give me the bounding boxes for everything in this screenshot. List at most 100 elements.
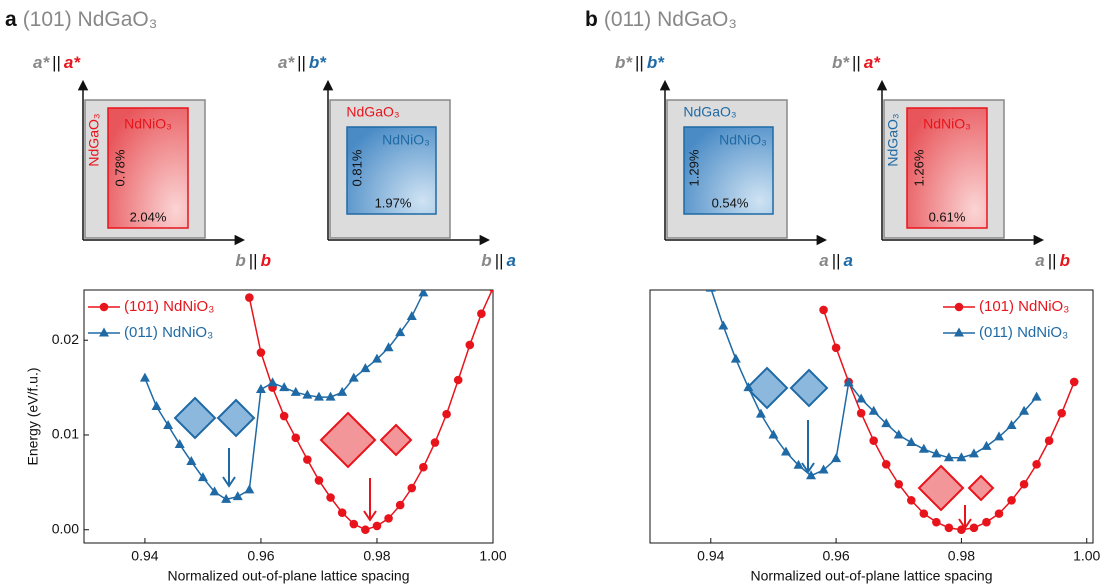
y-tick-label: 0.01 bbox=[52, 426, 79, 442]
circle-marker bbox=[906, 496, 916, 505]
axis-part: a* bbox=[64, 53, 81, 72]
triangle-marker bbox=[348, 372, 359, 382]
triangle-marker bbox=[931, 448, 942, 458]
triangle-marker bbox=[279, 382, 290, 392]
film-label: NdNiO₃ bbox=[124, 116, 172, 132]
x-tick-label: 0.96 bbox=[822, 548, 849, 564]
circle-marker bbox=[384, 514, 393, 523]
axis-part: a* bbox=[864, 53, 881, 72]
circle-marker bbox=[1044, 436, 1054, 445]
panel-letter: b bbox=[585, 8, 598, 31]
x-tick-label: 0.98 bbox=[948, 548, 975, 564]
triangle-marker bbox=[755, 408, 766, 418]
triangle-marker bbox=[395, 327, 406, 337]
x-axis-label: b || b bbox=[235, 251, 271, 270]
circle-marker bbox=[982, 517, 991, 527]
film bbox=[346, 126, 437, 215]
axis-part: b bbox=[261, 251, 271, 270]
legend-label: (101) NdNiO₃ bbox=[124, 298, 214, 315]
circle-marker bbox=[407, 483, 417, 493]
triangle-marker bbox=[705, 290, 716, 292]
x-axis-label: a || a bbox=[819, 251, 853, 270]
diamond bbox=[379, 423, 413, 457]
triangle-marker bbox=[893, 429, 904, 439]
axis-part: || bbox=[1048, 251, 1057, 270]
triangle-marker bbox=[743, 382, 754, 392]
arrow bbox=[801, 420, 815, 474]
substrate-label: NdGaO₃ bbox=[86, 113, 102, 166]
strain-vertical: 0.81% bbox=[349, 149, 364, 186]
circle-marker bbox=[372, 521, 382, 531]
axis-part: b bbox=[481, 251, 491, 270]
circle-marker bbox=[1057, 408, 1066, 418]
triangle-marker bbox=[954, 327, 964, 337]
circle-marker bbox=[944, 523, 954, 533]
strain-vertical: 1.29% bbox=[686, 149, 701, 186]
triangle-marker bbox=[267, 377, 278, 387]
legend-bg bbox=[88, 297, 233, 317]
triangle-marker bbox=[981, 440, 992, 450]
film bbox=[107, 107, 189, 229]
triangle-marker bbox=[856, 393, 867, 403]
diamond bbox=[216, 398, 256, 438]
axis-part: a bbox=[819, 251, 828, 270]
legend-bg bbox=[943, 297, 1088, 317]
triangle-marker bbox=[371, 353, 382, 363]
diamond bbox=[745, 366, 789, 410]
circle-marker bbox=[1069, 377, 1079, 387]
circle-marker bbox=[279, 411, 289, 421]
y-tick-label: 0.02 bbox=[52, 331, 79, 347]
triangle-marker bbox=[313, 391, 324, 401]
triangle-marker bbox=[831, 453, 842, 463]
panel-title: (101) NdGaO₃ bbox=[23, 8, 158, 31]
arrow bbox=[958, 505, 972, 530]
triangle-marker bbox=[1019, 405, 1030, 415]
circle-marker bbox=[430, 438, 440, 447]
circle-marker bbox=[894, 479, 904, 489]
triangle-marker bbox=[255, 383, 266, 393]
strain-horizontal: 0.54% bbox=[712, 195, 749, 210]
y-axis-label: b* || b* bbox=[615, 53, 665, 72]
strain-horizontal: 2.04% bbox=[130, 209, 167, 224]
triangle-marker bbox=[906, 437, 917, 447]
y-axis-label: Energy (eV/f.u.) bbox=[25, 367, 41, 465]
legend-label: (011) NdNiO₃ bbox=[979, 324, 1068, 341]
circle-marker bbox=[326, 493, 335, 502]
triangle-marker bbox=[325, 391, 336, 401]
strain-horizontal: 1.97% bbox=[375, 195, 412, 210]
circle-marker bbox=[969, 523, 979, 533]
circle-marker bbox=[919, 509, 929, 518]
axis-part: a* bbox=[278, 53, 295, 72]
triangle-marker bbox=[1031, 391, 1042, 401]
triangle-marker bbox=[943, 452, 954, 462]
triangle-marker bbox=[360, 363, 371, 373]
circle-marker bbox=[489, 290, 493, 293]
y-tick-label: 0.00 bbox=[52, 520, 79, 536]
legend-bg bbox=[943, 323, 1088, 343]
film-label: NdNiO₃ bbox=[382, 132, 430, 148]
circle-marker bbox=[99, 302, 109, 312]
plot-area bbox=[705, 290, 1079, 535]
circle-marker bbox=[442, 409, 451, 419]
circle-marker bbox=[303, 455, 312, 464]
triangle-marker bbox=[99, 327, 109, 337]
axis-part: || bbox=[495, 251, 504, 270]
triangle-marker bbox=[718, 320, 729, 330]
diamond bbox=[917, 464, 965, 512]
triangle-marker bbox=[730, 353, 741, 363]
triangle-marker bbox=[302, 389, 313, 399]
circle-marker bbox=[245, 293, 254, 302]
plot-frame bbox=[649, 289, 1094, 544]
panel-heading: a (101) NdGaO₃ bbox=[5, 8, 157, 31]
axis-part: b* bbox=[832, 53, 850, 72]
circle-marker bbox=[957, 525, 966, 535]
x-tick-label: 0.94 bbox=[697, 548, 724, 564]
strain-vertical: 1.26% bbox=[911, 149, 926, 186]
panel-title: (011) NdGaO₃ bbox=[604, 8, 737, 31]
triangle-marker bbox=[968, 448, 979, 458]
circle-marker bbox=[419, 462, 428, 472]
diamond bbox=[789, 368, 829, 408]
triangle-marker bbox=[918, 443, 929, 453]
triangle-marker bbox=[843, 377, 854, 387]
